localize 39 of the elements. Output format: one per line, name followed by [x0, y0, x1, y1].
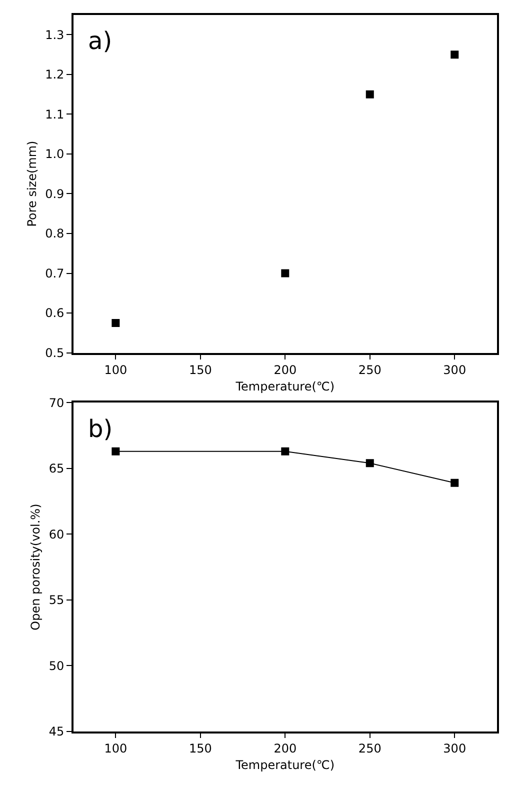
x-tick-label: 100: [104, 742, 128, 756]
point: [450, 478, 459, 487]
y-tick-label: 1.0: [45, 147, 64, 162]
x-tick-label: 300: [443, 742, 466, 756]
annotation: a): [88, 27, 112, 55]
y-tick-label: 0.9: [45, 186, 64, 201]
y-axis-title: Open porosity(vol.%): [28, 504, 43, 630]
y-tick-label: 0.6: [45, 306, 64, 320]
point: [281, 269, 290, 278]
y-tick-label: 0.8: [45, 226, 64, 241]
point: [450, 50, 459, 59]
y-tick-label: 65: [48, 462, 64, 476]
point: [281, 447, 290, 456]
point: [366, 459, 374, 468]
y-tick-label: 0.5: [45, 346, 64, 360]
y-tick-label: 1.2: [45, 68, 64, 82]
y-tick-label: 55: [48, 593, 64, 608]
y-tick-label: 0.7: [45, 266, 64, 280]
point: [366, 90, 374, 98]
y-tick-label: 45: [48, 724, 64, 739]
y-tick-label: 1.3: [45, 28, 64, 42]
x-tick-label: 200: [274, 362, 297, 377]
y-tick-label: 50: [48, 658, 64, 673]
y-tick-label: 70: [48, 396, 64, 410]
x-tick-label: 250: [358, 362, 382, 377]
point: [112, 318, 120, 327]
x-tick-label: 200: [274, 742, 297, 756]
y-tick-label: 60: [48, 527, 64, 542]
x-axis-title: Temperature(℃): [234, 379, 335, 394]
x-axis-title: Temperature(℃): [234, 758, 335, 772]
y-axis-title: Pore size(mm): [24, 140, 39, 227]
x-tick-label: 100: [104, 362, 128, 377]
x-tick-label: 250: [358, 742, 382, 756]
annotation: b): [88, 415, 113, 443]
x-tick-label: 300: [443, 362, 466, 377]
point: [112, 447, 120, 456]
y-tick-label: 1.1: [45, 107, 64, 122]
x-tick-label: 150: [188, 742, 212, 756]
x-tick-label: 150: [188, 362, 212, 377]
